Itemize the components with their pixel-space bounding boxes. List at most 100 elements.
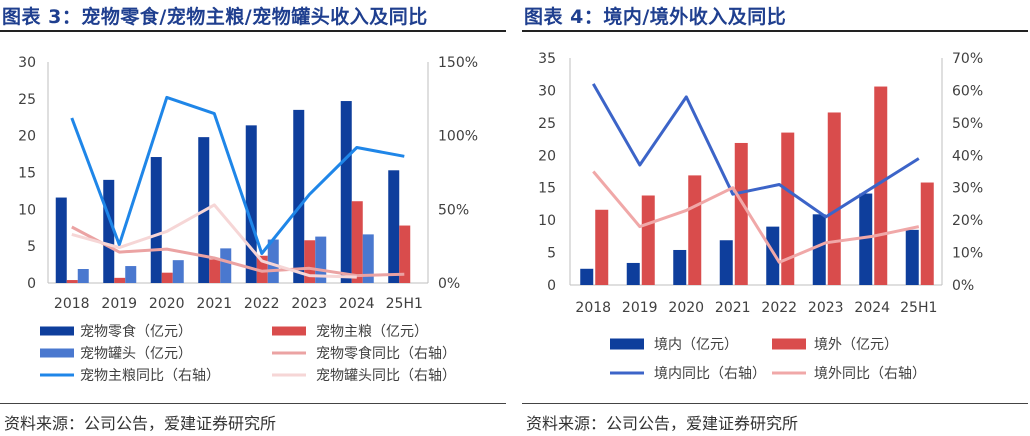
bar bbox=[827, 112, 841, 285]
y2-tick-label: 20% bbox=[952, 213, 983, 229]
bar bbox=[267, 239, 279, 283]
legend-swatch bbox=[40, 326, 74, 336]
chart-panel-right: 图表 4：境内/境外收入及同比 0 5 10 15 20 25 30 35 0% 10% 20% 30… bbox=[522, 0, 1030, 436]
series-line bbox=[591, 83, 920, 219]
y2-tick-label: 50% bbox=[438, 202, 469, 218]
bar bbox=[77, 269, 89, 283]
legend-swatch bbox=[772, 338, 806, 350]
source-rule bbox=[0, 403, 506, 404]
bar bbox=[351, 201, 363, 283]
x-tick-label: 2019 bbox=[622, 300, 658, 316]
bar bbox=[125, 266, 137, 283]
y-tick-label: 30 bbox=[538, 83, 556, 99]
bar bbox=[905, 229, 919, 285]
x-tick-label: 2023 bbox=[808, 300, 844, 316]
y-tick-label: 10 bbox=[538, 213, 556, 229]
y2-tick-label: 60% bbox=[952, 83, 983, 99]
x-tick-label: 25H1 bbox=[900, 300, 937, 316]
legend-label: 境内（亿元） bbox=[654, 337, 738, 353]
bar bbox=[256, 255, 268, 283]
chart-title: 图表 4：境内/境外收入及同比 bbox=[524, 6, 787, 28]
legend-label: 境内同比（右轴） bbox=[654, 366, 766, 382]
legend-swatch bbox=[40, 348, 74, 358]
y-tick-label: 5 bbox=[27, 239, 36, 255]
bar bbox=[209, 259, 221, 283]
bar bbox=[673, 249, 687, 285]
legend-label: 宠物主粮（亿元） bbox=[316, 324, 428, 340]
bar bbox=[55, 197, 67, 283]
y-tick-label: 35 bbox=[538, 51, 556, 67]
bar bbox=[734, 142, 748, 285]
chart-svg: 0 5 10 15 20 25 30 35 0% 10% 20% 30% 40% 50% 60% 70% 201… bbox=[538, 51, 983, 382]
y-tick-label: 20 bbox=[538, 148, 556, 164]
y-tick-label: 30 bbox=[18, 55, 36, 71]
y-tick-label: 5 bbox=[547, 246, 556, 262]
x-tick-label: 2024 bbox=[339, 296, 375, 312]
legend-label: 宠物主粮同比（右轴） bbox=[80, 368, 220, 384]
y-tick-label: 15 bbox=[18, 166, 36, 182]
bar bbox=[719, 240, 733, 285]
bar bbox=[362, 234, 374, 283]
legend-label: 宠物零食同比（右轴） bbox=[316, 345, 456, 362]
x-tick-label: 2024 bbox=[854, 300, 890, 316]
bar bbox=[781, 132, 795, 285]
y-tick-label: 25 bbox=[18, 92, 36, 108]
series-line bbox=[71, 225, 405, 278]
y2-tick-label: 150% bbox=[438, 55, 478, 71]
chart-panel-left: 图表 3：宠物零食/宠物主粮/宠物罐头收入及同比 0 5 10 15 20 25 30 0% 5… bbox=[0, 0, 510, 436]
bar bbox=[245, 125, 257, 283]
source-note: 资料来源：公司公告，爱建证券研究所 bbox=[4, 414, 277, 433]
bar bbox=[114, 277, 126, 283]
y2-tick-label: 100% bbox=[438, 129, 478, 145]
x-tick-label: 2021 bbox=[196, 296, 232, 312]
bar bbox=[859, 193, 873, 285]
bar bbox=[161, 272, 173, 283]
x-tick-label: 25H1 bbox=[386, 296, 423, 312]
series-line bbox=[70, 95, 405, 255]
y-tick-label: 20 bbox=[18, 129, 36, 145]
y2-tick-label: 70% bbox=[952, 51, 983, 67]
legend-label: 宠物罐头同比（右轴） bbox=[316, 368, 456, 384]
y-tick-label: 0 bbox=[547, 278, 556, 294]
title-rule bbox=[0, 30, 506, 32]
bar bbox=[150, 157, 162, 283]
x-tick-label: 2022 bbox=[761, 300, 797, 316]
bar bbox=[580, 268, 594, 285]
x-tick-label: 2021 bbox=[715, 300, 751, 316]
y-tick-label: 25 bbox=[538, 116, 556, 132]
x-tick-label: 2022 bbox=[244, 296, 280, 312]
y2-tick-label: 10% bbox=[952, 246, 983, 262]
chart-title: 图表 3：宠物零食/宠物主粮/宠物罐头收入及同比 bbox=[2, 6, 428, 28]
source-rule bbox=[522, 403, 1028, 404]
x-tick-label: 2020 bbox=[149, 296, 185, 312]
bar bbox=[812, 214, 826, 285]
x-tick-label: 2023 bbox=[291, 296, 327, 312]
bar bbox=[340, 101, 352, 283]
y2-tick-label: 50% bbox=[952, 116, 983, 132]
bar bbox=[399, 225, 411, 283]
y-tick-label: 15 bbox=[538, 181, 556, 197]
series-line bbox=[71, 203, 357, 279]
bar bbox=[920, 182, 934, 285]
legend-swatch bbox=[610, 338, 644, 350]
source-note: 资料来源：公司公告，爱建证券研究所 bbox=[526, 414, 799, 433]
y2-tick-label: 40% bbox=[952, 148, 983, 164]
bar bbox=[688, 175, 702, 285]
title-rule bbox=[522, 30, 1028, 32]
legend-label: 宠物罐头（亿元） bbox=[80, 346, 192, 362]
bar bbox=[304, 240, 316, 283]
bar bbox=[595, 209, 609, 285]
legend-label: 境外（亿元） bbox=[814, 337, 898, 353]
y-tick-label: 0 bbox=[27, 276, 36, 292]
x-tick-label: 2018 bbox=[54, 296, 90, 312]
y2-tick-label: 0% bbox=[438, 276, 460, 292]
y2-tick-label: 0% bbox=[952, 278, 974, 294]
bar bbox=[220, 248, 232, 283]
legend-label: 境外同比（右轴） bbox=[814, 366, 926, 382]
bar bbox=[315, 236, 327, 283]
x-tick-label: 2019 bbox=[101, 296, 137, 312]
bar bbox=[66, 280, 78, 283]
bar bbox=[641, 195, 655, 285]
bar bbox=[103, 179, 115, 283]
legend-swatch bbox=[272, 326, 306, 336]
